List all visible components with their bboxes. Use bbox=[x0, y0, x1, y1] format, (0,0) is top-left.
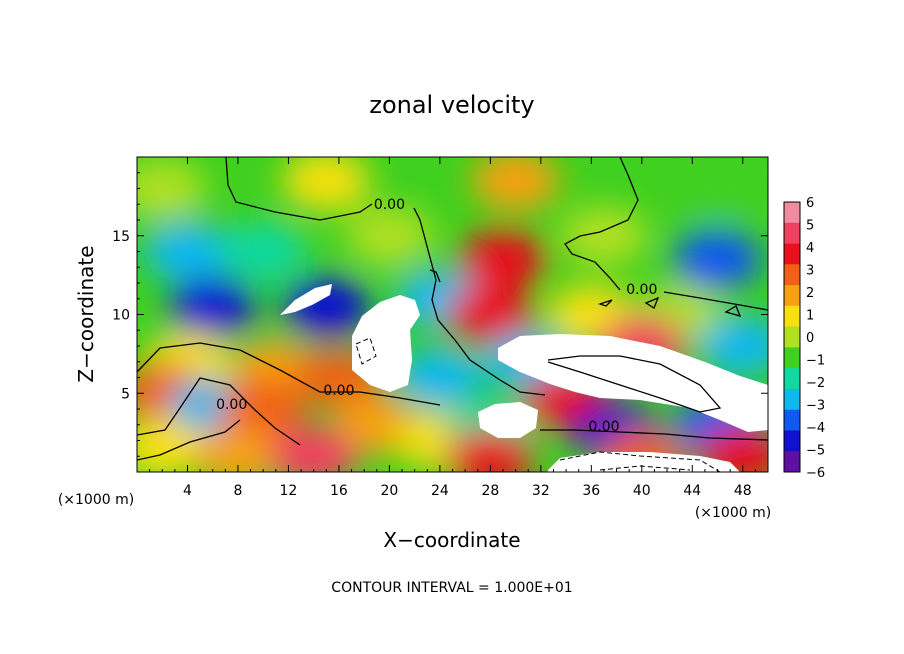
field-sample bbox=[137, 158, 207, 219]
y-tick-label: 15 bbox=[112, 229, 130, 245]
chart-title: zonal velocity bbox=[369, 91, 534, 119]
colorbar-swatch bbox=[784, 368, 800, 390]
contour-labels: 0.00 0.00 0.00 0.00 0.00 bbox=[216, 197, 657, 435]
colorbar-swatch bbox=[784, 264, 800, 286]
masked-region-center bbox=[352, 295, 420, 392]
x-tick-label: 4 bbox=[183, 483, 192, 499]
x-tick-label: 44 bbox=[683, 483, 701, 499]
x-tick-label: 28 bbox=[481, 483, 499, 499]
contour-label: 0.00 bbox=[323, 383, 354, 399]
colorbar-tick-label: −2 bbox=[806, 376, 825, 391]
colorbar-tick-label: 0 bbox=[806, 331, 814, 346]
colorbar-tick-label: −1 bbox=[806, 354, 825, 369]
x-tick-label: 24 bbox=[431, 483, 449, 499]
zero-contours bbox=[137, 157, 768, 461]
colorbar-swatch bbox=[784, 347, 800, 369]
colorbar-swatch bbox=[784, 243, 800, 265]
colorbar-tick-label: −5 bbox=[806, 444, 825, 459]
colorbar-tick-label: 2 bbox=[806, 286, 814, 301]
plot-area: 0.000.000.000.000.00 4 8 12 16 20 24 28 32 36 40 4… bbox=[112, 156, 769, 499]
field-sample bbox=[193, 426, 282, 472]
colorbar-tick-label: 5 bbox=[806, 219, 814, 234]
x-tick-label: 8 bbox=[233, 483, 242, 499]
colorbar-tick-label: −3 bbox=[806, 399, 825, 414]
x-tick-label: 12 bbox=[280, 483, 298, 499]
y-axis-label: Z−coordinate bbox=[74, 245, 98, 382]
field-sample bbox=[168, 276, 257, 337]
field-sample bbox=[559, 205, 648, 266]
colorbar-swatch bbox=[784, 388, 800, 411]
negative-contours bbox=[355, 337, 721, 472]
x-unit-label: (×1000 m) bbox=[695, 505, 771, 521]
field-sample bbox=[143, 221, 232, 282]
field-sample bbox=[269, 426, 358, 472]
contour-label: 0.00 bbox=[374, 197, 405, 213]
masked-region-right bbox=[498, 334, 768, 432]
masked-region-small bbox=[280, 284, 332, 315]
field-sample bbox=[698, 316, 768, 376]
contour-label: 0.00 bbox=[626, 282, 657, 298]
field-sample bbox=[345, 205, 434, 266]
field-sample bbox=[673, 229, 762, 290]
field-sample bbox=[673, 158, 762, 219]
colorbar-swatch bbox=[784, 451, 800, 473]
colorbar-swatch bbox=[784, 285, 800, 307]
field-sample bbox=[458, 229, 547, 290]
x-axis: 4 8 12 16 20 24 28 32 36 40 44 48 bbox=[149, 157, 756, 499]
velocity-field: 0.00 0.00 0.00 0.00 0.00 bbox=[137, 157, 768, 472]
colorbar-swatch bbox=[784, 326, 800, 348]
y-tick-label: 10 bbox=[112, 308, 130, 324]
masked-region-lower bbox=[478, 402, 538, 438]
field-sample bbox=[471, 157, 560, 211]
colorbar-tick-label: 1 bbox=[806, 309, 814, 324]
contour-label: 0.00 bbox=[588, 419, 619, 435]
colorbar-frame bbox=[783, 201, 801, 473]
colorbar-swatch bbox=[784, 430, 800, 452]
field-sample bbox=[446, 284, 535, 345]
contour-label: 0.00 bbox=[216, 397, 247, 413]
colorbar-tick-label: 6 bbox=[806, 196, 814, 211]
field-sample bbox=[219, 221, 308, 282]
colorbar-swatch bbox=[784, 409, 800, 431]
colorbar-swatch bbox=[784, 222, 800, 245]
field-sample bbox=[698, 426, 768, 472]
x-axis-label: X−coordinate bbox=[383, 528, 520, 552]
colorbar-tick-label: −4 bbox=[806, 421, 825, 436]
x-tick-label: 20 bbox=[380, 483, 398, 499]
y-tick-label: 5 bbox=[121, 386, 130, 402]
y-axis: 5 10 15 bbox=[112, 172, 768, 457]
field-sample bbox=[282, 276, 371, 337]
field-sample bbox=[446, 429, 535, 472]
field-sample bbox=[395, 347, 484, 408]
colorbar: 6 5 4 3 2 1 0 −1 −2 −3 −4 −5 −6 bbox=[783, 196, 825, 481]
colorbar-tick-label: 3 bbox=[806, 264, 814, 279]
x-tick-label: 40 bbox=[633, 483, 651, 499]
colorbar-swatch bbox=[784, 305, 800, 328]
field-sample bbox=[282, 157, 371, 211]
colorbar-tick-label: −6 bbox=[806, 466, 825, 481]
y-unit-label: (×1000 m) bbox=[58, 492, 134, 508]
colorbar-swatch bbox=[784, 202, 800, 224]
field-sample bbox=[219, 379, 308, 439]
x-tick-label: 36 bbox=[582, 483, 600, 499]
x-tick-label: 32 bbox=[532, 483, 550, 499]
x-tick-label: 48 bbox=[734, 483, 752, 499]
contour-interval-note: CONTOUR INTERVAL = 1.000E+01 bbox=[331, 580, 572, 596]
colorbar-tick-label: 4 bbox=[806, 241, 814, 256]
x-tick-label: 16 bbox=[330, 483, 348, 499]
